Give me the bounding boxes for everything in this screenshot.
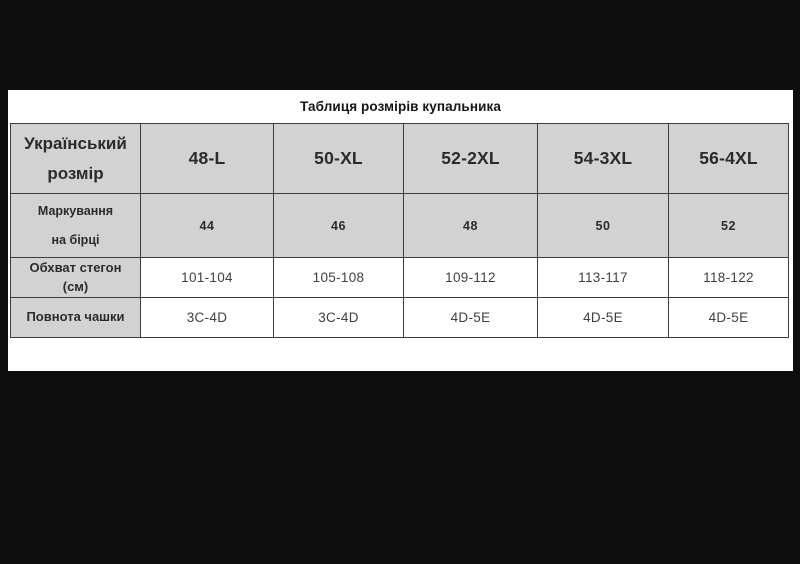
table-row-cup: Повнота чашки 3C-4D 3C-4D 4D-5E 4D-5E 4D… xyxy=(10,297,789,338)
value-cell: 3C-4D xyxy=(273,297,404,338)
size-header-cell-52-2XL: 52-2XL xyxy=(403,123,538,194)
row-label-cell-marking: Маркування на бірці xyxy=(10,193,141,258)
row-label-cup-line1: Повнота чашки xyxy=(26,309,125,325)
size-header-cell-56-4XL: 56-4XL xyxy=(668,123,789,194)
size-table-title: Таблиця розмірів купальника xyxy=(300,99,501,114)
size-header-cell-48L: 48-L xyxy=(140,123,274,194)
value-cell: 4D-5E xyxy=(537,297,669,338)
row-label-hips-line1: Обхват стегон (см) xyxy=(29,260,122,294)
value-cell: 101-104 xyxy=(140,257,274,298)
corner-header-line2: розмір xyxy=(47,163,104,183)
size-chart-panel: Таблиця розмірів купальника Український … xyxy=(8,90,793,371)
value-cell: 46 xyxy=(273,193,404,258)
row-label-marking-line1: Маркування xyxy=(37,204,114,219)
value-cell: 3C-4D xyxy=(140,297,274,338)
value-cell: 105-108 xyxy=(273,257,404,298)
row-label-cell-hips: Обхват стегон (см) xyxy=(10,257,141,298)
value-cell: 52 xyxy=(668,193,789,258)
table-row-hips: Обхват стегон (см) 101-104 105-108 109-1… xyxy=(10,257,789,298)
size-table: Український розмір 48-L 50-XL 52-2XL 54-… xyxy=(10,123,789,338)
table-row-marking: Маркування на бірці 44 46 48 50 52 xyxy=(10,193,789,258)
table-header-row: Український розмір 48-L 50-XL 52-2XL 54-… xyxy=(10,123,789,194)
value-cell: 48 xyxy=(403,193,538,258)
corner-header-cell: Український розмір xyxy=(10,123,141,194)
value-cell: 4D-5E xyxy=(403,297,538,338)
row-label-marking-line2: на бірці xyxy=(51,232,100,247)
value-cell: 118-122 xyxy=(668,257,789,298)
corner-header-line1: Український xyxy=(24,134,127,154)
value-cell: 113-117 xyxy=(537,257,669,298)
value-cell: 50 xyxy=(537,193,669,258)
size-header-cell-50XL: 50-XL xyxy=(273,123,404,194)
row-label-cell-cup: Повнота чашки xyxy=(10,297,141,338)
value-cell: 4D-5E xyxy=(668,297,789,338)
size-header-cell-54-3XL: 54-3XL xyxy=(537,123,669,194)
value-cell: 44 xyxy=(140,193,274,258)
value-cell: 109-112 xyxy=(403,257,538,298)
